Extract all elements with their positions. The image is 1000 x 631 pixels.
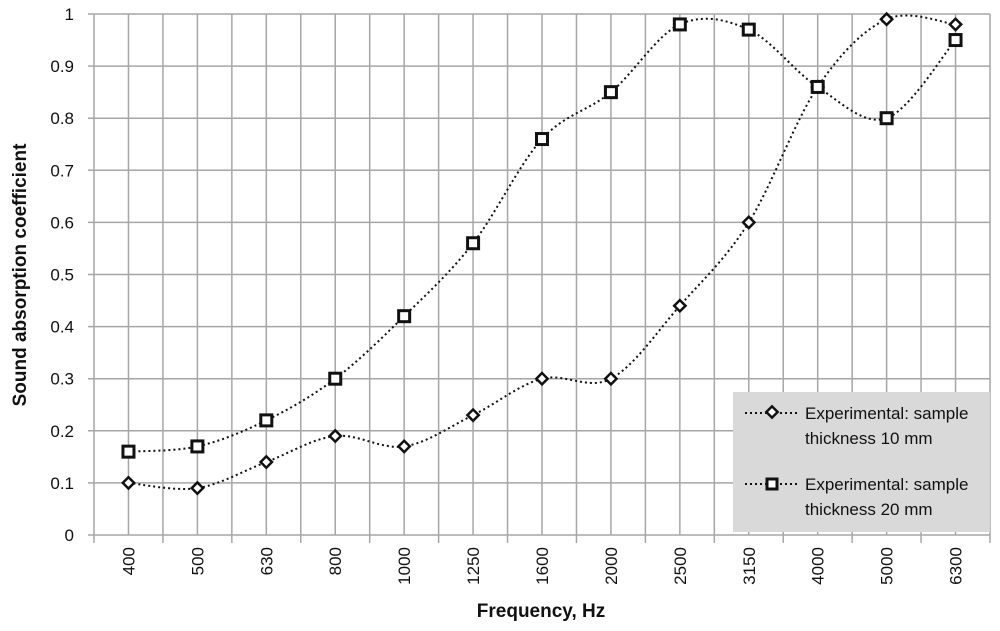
- legend-label-20mm-line1: Experimental: sample: [805, 475, 968, 494]
- y-tick-label: 0.4: [50, 318, 74, 337]
- data-point-square: [190, 439, 205, 454]
- data-point-diamond: [672, 298, 688, 314]
- data-point-square: [810, 79, 825, 94]
- series-line-20mm: [128, 17, 957, 453]
- legend-square-marker: [765, 477, 779, 491]
- x-tick-labels: 400 500 630 800 1000 1250 1600 2000 2500 3150 4000…: [119, 547, 965, 585]
- legend-item-10mm[interactable]: Experimental: sample thickness 10 mm: [745, 404, 968, 448]
- data-point-square: [259, 413, 274, 428]
- x-tick-label: 1000: [395, 547, 414, 585]
- x-tick-label: 630: [257, 547, 276, 575]
- y-tick-label: 0.7: [50, 161, 74, 180]
- x-tick-label: 2000: [602, 547, 621, 585]
- x-tick-label: 5000: [878, 547, 897, 585]
- data-point-diamond: [948, 16, 963, 32]
- data-point-square: [466, 236, 481, 251]
- data-point-square: [879, 111, 894, 126]
- y-tick-label: 0.1: [50, 474, 74, 493]
- data-point-diamond: [534, 371, 550, 387]
- x-tick-label: 500: [188, 547, 207, 575]
- data-point-square: [535, 132, 549, 147]
- legend-label-10mm-line1: Experimental: sample: [805, 404, 968, 423]
- y-tick-label: 0.8: [50, 109, 74, 128]
- data-point-square: [948, 33, 963, 48]
- data-point-square: [603, 85, 618, 100]
- data-point-diamond: [465, 407, 481, 423]
- legend-label-10mm-line2: thickness 10 mm: [805, 429, 933, 448]
- data-point-square: [741, 22, 756, 37]
- data-point-diamond: [879, 11, 895, 27]
- legend-item-20mm[interactable]: Experimental: sample thickness 20 mm: [745, 475, 968, 519]
- x-tick-label: 1250: [464, 547, 483, 585]
- data-point-square: [672, 17, 687, 32]
- data-point-square: [328, 371, 343, 386]
- y-tick-label: 0.2: [50, 422, 74, 441]
- y-tick-label: 0.9: [50, 57, 74, 76]
- x-tick-label: 2500: [671, 547, 690, 585]
- y-tick-label: 0: [65, 526, 74, 545]
- x-tick-label: 6300: [947, 547, 966, 585]
- x-tick-label: 400: [119, 547, 138, 575]
- data-point-diamond: [327, 428, 343, 444]
- data-point-diamond: [603, 371, 619, 387]
- x-tick-label: 4000: [809, 547, 828, 585]
- y-axis-label: Sound absorption coefficient: [10, 143, 31, 407]
- y-tick-labels: 0 0.1 0.2 0.3 0.4 0.5 0.6 0.7 0.8 0.9 1: [50, 5, 74, 545]
- y-tick-label: 1: [65, 5, 74, 24]
- y-tick-label: 0.5: [50, 266, 74, 285]
- data-point-square: [397, 309, 412, 324]
- y-tick-label: 0.3: [50, 370, 74, 389]
- x-tick-label: 3150: [740, 547, 759, 585]
- data-point-diamond: [121, 475, 136, 491]
- data-point-diamond: [258, 454, 274, 470]
- x-axis-label: Frequency, Hz: [477, 601, 605, 622]
- y-tick-label: 0.6: [50, 213, 74, 232]
- data-point-diamond: [741, 214, 757, 230]
- x-tick-label: 800: [326, 547, 345, 575]
- x-tick-label: 1600: [533, 547, 552, 585]
- data-point-diamond: [396, 439, 412, 454]
- legend-diamond-marker: [764, 404, 780, 420]
- data-point-square: [121, 444, 136, 459]
- legend-label-20mm-line2: thickness 20 mm: [805, 500, 933, 519]
- series-layer: [121, 11, 963, 496]
- legend: Experimental: sample thickness 10 mm Exp…: [733, 392, 990, 532]
- data-point-diamond: [189, 480, 205, 496]
